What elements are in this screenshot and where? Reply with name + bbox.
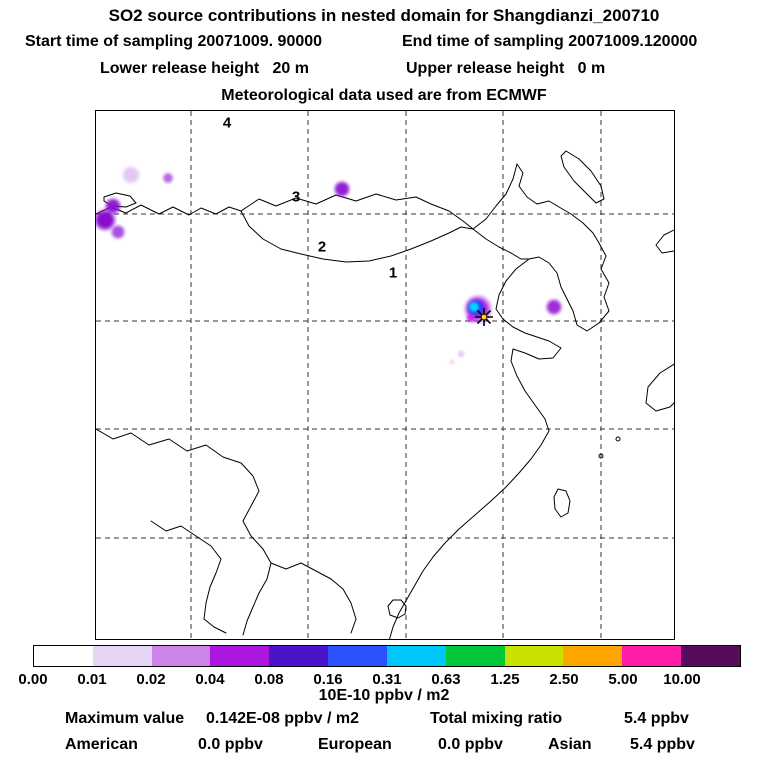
- plot-title: SO2 source contributions in nested domai…: [108, 6, 660, 25]
- taiwan-island: [553, 488, 571, 518]
- japan-north-fragment: [655, 229, 674, 254]
- asterisk-icon: [475, 308, 493, 326]
- map-canvas: [96, 111, 674, 639]
- colorbar-tick-label: 0.63: [431, 671, 461, 688]
- nested-domain-label-1: 1: [388, 264, 398, 282]
- colorbar-tick-labels: 0.00 0.01 0.02 0.04 0.08 0.16 0.31 0.63 1.25 2.50…: [18, 671, 741, 689]
- colorbar-units: 10E-10 ppbv / m2: [318, 687, 450, 704]
- sampling-start-text: Start time of sampling 20071009. 90000: [25, 33, 323, 50]
- contribution-region-american: American: [65, 736, 138, 753]
- colorbar-tick-label: 0.01: [77, 671, 107, 688]
- graticule-grid: [96, 111, 674, 639]
- total-mixing-ratio-label: Total mixing ratio: [430, 710, 563, 727]
- colorbar-tick-label: 0.16: [313, 671, 343, 688]
- ne-china-border: [472, 228, 530, 260]
- nested-domain-label-3: 3: [291, 188, 301, 206]
- contribution-value-american: 0.0 ppbv: [198, 736, 263, 753]
- colorbar-tick-label: 2.50: [549, 671, 579, 688]
- maximum-value-label: Maximum value: [65, 710, 185, 727]
- colorbar-segment: [269, 646, 329, 666]
- contribution-region-asian: Asian: [548, 736, 592, 753]
- ryukyu-islet: [615, 436, 621, 442]
- upper-release-height-text: Upper release height 0 m: [406, 60, 606, 77]
- contribution-value-asian: 5.4 ppbv: [630, 736, 695, 753]
- colorbar-tick-label: 0.08: [254, 671, 284, 688]
- himalaya-border: [96, 428, 272, 636]
- colorbar-tick-label: 5.00: [608, 671, 638, 688]
- colorbar-tick-label: 10.00: [663, 671, 701, 688]
- colorbar-segment: [210, 646, 270, 666]
- total-mixing-ratio-value: 5.4 ppbv: [624, 710, 689, 727]
- meteorology-source-text: Meteorological data used are from ECMWF: [221, 87, 547, 104]
- hainan-island: [387, 599, 407, 619]
- okhotsk-coast: [516, 163, 600, 244]
- coastline-borders: [96, 150, 674, 639]
- colorbar-segment: [34, 646, 93, 666]
- colorbar-segment: [504, 646, 564, 666]
- sakhalin-island: [560, 150, 605, 204]
- colorbar-tick-label: 0.04: [195, 671, 225, 688]
- receptor-star-marker: [471, 304, 497, 330]
- contribution-value-european: 0.0 ppbv: [438, 736, 503, 753]
- map-panel: 4 3 2 1: [95, 110, 675, 640]
- colorbar-segment: [681, 646, 740, 666]
- ryukyu-islet: [598, 453, 604, 459]
- china-coast: [389, 258, 562, 639]
- indochina-border: [270, 562, 357, 634]
- mongolia-north-border: [240, 193, 474, 230]
- colorbar-segment: [622, 646, 682, 666]
- colorbar-segment: [92, 646, 152, 666]
- colorbar-segment: [328, 646, 387, 666]
- ne-border: [472, 163, 518, 230]
- sampling-end-text: End time of sampling 20071009.120000: [402, 33, 698, 50]
- colorbar-tick-label: 0.31: [372, 671, 402, 688]
- korea-peninsula: [528, 242, 610, 332]
- colorbar-segment: [386, 646, 446, 666]
- nested-domain-label-2: 2: [317, 238, 327, 256]
- mongolia-south-border: [240, 210, 474, 263]
- colorbar-tick-label: 1.25: [490, 671, 520, 688]
- colorbar: [33, 645, 741, 667]
- nested-domain-label-4: 4: [222, 114, 232, 132]
- japan-south-fragment: [645, 363, 674, 412]
- colorbar-segment: [445, 646, 505, 666]
- maximum-value: 0.142E-08 ppbv / m2: [206, 710, 359, 727]
- balkhash-lake: [103, 192, 137, 208]
- lower-release-height-text: Lower release height 20 m: [100, 60, 309, 77]
- colorbar-tick-label: 0.02: [136, 671, 166, 688]
- colorbar-segment: [151, 646, 211, 666]
- colorbar-tick-label: 0.00: [18, 671, 48, 688]
- contribution-region-european: European: [318, 736, 392, 753]
- bengal-coast: [150, 520, 227, 634]
- colorbar-segment: [563, 646, 623, 666]
